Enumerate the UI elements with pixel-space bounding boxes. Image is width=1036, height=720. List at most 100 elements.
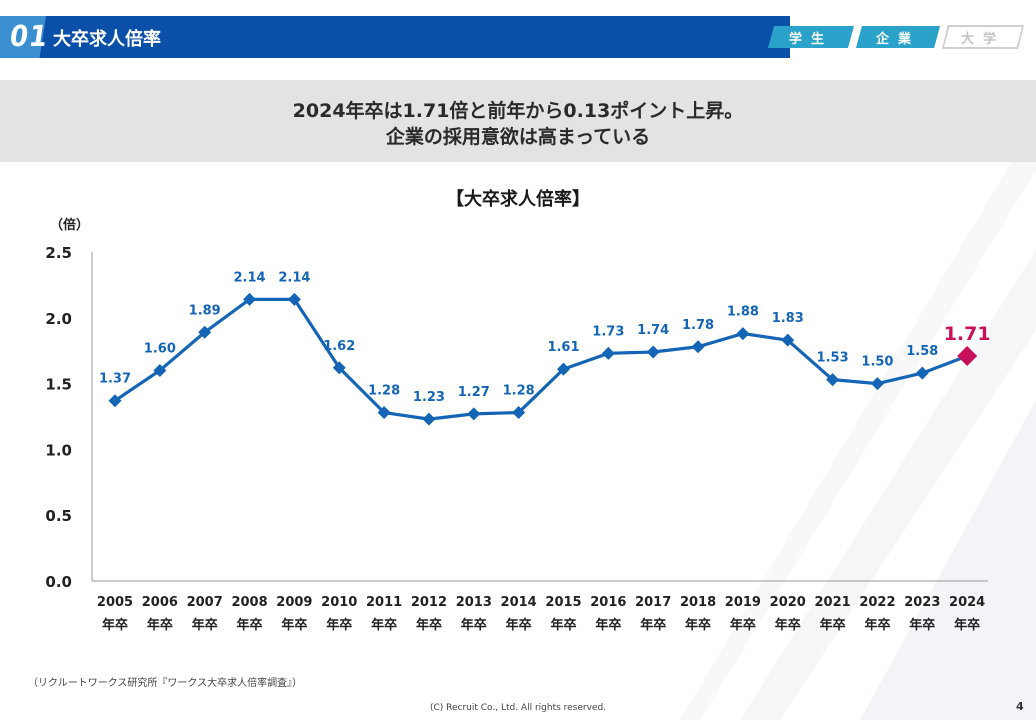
x-tick-label: 2010 [321, 595, 357, 610]
x-tick-label: 2022 [859, 595, 895, 610]
x-tick-suffix: 年卒 [102, 617, 128, 633]
x-tick-label: 2018 [680, 595, 716, 610]
x-tick-label: 2008 [231, 595, 267, 610]
data-point-marker [287, 292, 301, 306]
x-tick-label: 2021 [815, 595, 851, 610]
y-tick-label: 1.5 [45, 376, 72, 394]
x-tick-suffix: 年卒 [237, 617, 263, 633]
x-tick-suffix: 年卒 [909, 617, 935, 633]
x-tick-label: 2019 [725, 595, 761, 610]
data-point-marker [557, 362, 570, 376]
x-tick-label: 2015 [545, 595, 581, 610]
x-tick-label: 2009 [276, 595, 312, 610]
data-point-marker [870, 377, 884, 391]
data-label: 1.28 [368, 384, 400, 399]
x-tick-suffix: 年卒 [192, 617, 218, 633]
headline-line-1: 2024年卒は1.71倍と前年から0.13ポイント上昇。 [292, 100, 744, 122]
data-point-marker [377, 406, 391, 420]
highlight-point-marker [957, 345, 978, 366]
data-label: 1.23 [413, 390, 445, 405]
data-label: 1.37 [99, 372, 131, 387]
x-tick-suffix: 年卒 [416, 617, 442, 633]
data-point-marker [601, 346, 615, 360]
x-tick-suffix: 年卒 [461, 617, 487, 633]
data-label: 1.83 [772, 311, 804, 326]
data-label: 1.50 [861, 355, 893, 370]
x-tick-suffix: 年卒 [281, 617, 307, 633]
data-label: 1.73 [592, 324, 624, 339]
header-bar: 01 大卒求人倍率 [0, 16, 790, 58]
x-tick-label: 2024 [949, 595, 985, 610]
x-tick-suffix: 年卒 [730, 617, 756, 633]
data-label: 1.78 [682, 318, 714, 333]
x-tick-label: 2005 [97, 595, 133, 610]
x-tick-suffix: 年卒 [820, 617, 846, 633]
x-tick-label: 2020 [770, 595, 806, 610]
data-label: 1.62 [323, 339, 355, 354]
y-tick-label: 0.0 [45, 573, 72, 591]
section-title: 大卒求人倍率 [53, 29, 161, 50]
y-tick-label: 0.5 [45, 507, 72, 525]
y-axis-unit-label: （倍） [50, 218, 90, 233]
x-tick-label: 2013 [456, 595, 492, 610]
x-tick-label: 2014 [501, 595, 537, 610]
x-tick-suffix: 年卒 [371, 617, 397, 633]
data-point-marker [243, 292, 257, 306]
data-point-marker [646, 345, 660, 359]
data-point-marker [153, 363, 167, 377]
x-tick-suffix: 年卒 [864, 617, 890, 633]
data-point-marker [915, 366, 929, 380]
data-label: 1.74 [637, 323, 669, 338]
headline-band: 2024年卒は1.71倍と前年から0.13ポイント上昇。 企業の採用意欲は高まっ… [0, 80, 1036, 162]
data-point-marker [691, 340, 705, 354]
tag-university: 大学 [944, 27, 1022, 47]
headline-line-2: 企業の採用意欲は高まっている [385, 126, 651, 148]
x-tick-suffix: 年卒 [595, 617, 621, 633]
x-tick-suffix: 年卒 [550, 617, 576, 633]
x-tick-suffix: 年卒 [147, 617, 173, 633]
x-tick-label: 2011 [366, 595, 402, 610]
data-label: 1.58 [906, 344, 938, 359]
data-label: 1.28 [503, 384, 535, 399]
data-label: 1.53 [817, 351, 849, 366]
y-tick-label: 2.5 [45, 244, 72, 262]
x-tick-suffix: 年卒 [954, 617, 980, 633]
x-tick-label: 2023 [904, 595, 940, 610]
x-tick-suffix: 年卒 [326, 617, 352, 633]
x-tick-label: 2016 [590, 595, 626, 610]
data-label: 1.88 [727, 305, 759, 320]
x-tick-suffix: 年卒 [640, 617, 666, 633]
x-tick-suffix: 年卒 [506, 617, 532, 633]
data-point-marker [198, 325, 212, 339]
copyright: (C) Recruit Co., Ltd. All rights reserve… [429, 703, 607, 713]
data-label: 2.14 [278, 270, 310, 285]
section-number-box [0, 16, 46, 58]
data-point-marker [332, 361, 346, 375]
data-label: 1.89 [189, 303, 221, 318]
source-note: （リクルートワークス研究所『ワークス大卒求人倍率調査』） [28, 678, 303, 689]
y-tick-label: 2.0 [45, 310, 72, 328]
page-number: 4 [1016, 700, 1024, 713]
data-label: 1.61 [547, 340, 579, 355]
data-point-marker [467, 407, 481, 421]
x-tick-suffix: 年卒 [685, 617, 711, 633]
x-tick-label: 2007 [187, 595, 223, 610]
x-tick-label: 2012 [411, 595, 447, 610]
tag-company: 企業 [856, 26, 940, 48]
data-point-marker [781, 333, 795, 347]
data-label: 1.60 [144, 341, 176, 356]
highlight-data-label: 1.71 [944, 323, 991, 345]
x-tick-label: 2006 [142, 595, 178, 610]
data-point-marker [108, 394, 122, 408]
data-point-marker [826, 373, 840, 387]
x-tick-label: 2017 [635, 595, 671, 610]
data-point-marker [512, 406, 526, 420]
series-line [114, 297, 968, 421]
x-tick-suffix: 年卒 [775, 617, 801, 633]
chart-title: 【大卒求人倍率】 [446, 189, 590, 210]
data-point-marker [422, 412, 436, 426]
data-point-marker [736, 327, 750, 341]
tag-student: 学生 [768, 26, 854, 48]
